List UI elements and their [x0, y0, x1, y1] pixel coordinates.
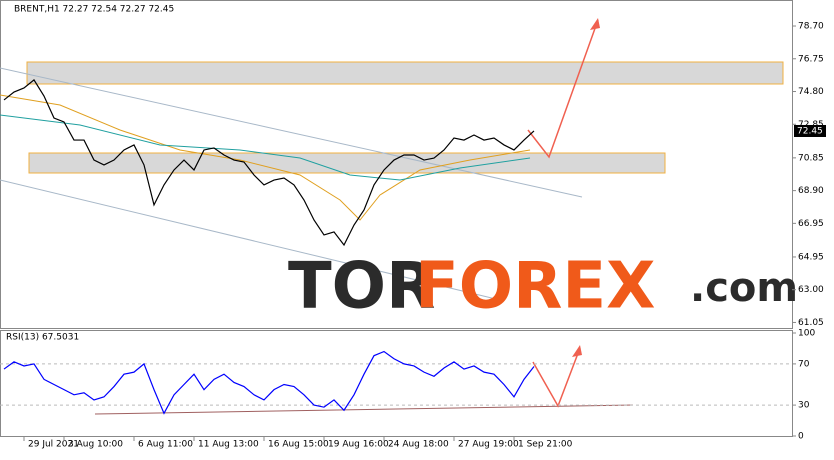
price-line	[3, 350, 535, 415]
y-tick-label: 100	[798, 329, 815, 339]
forecast-arrow	[527, 19, 599, 159]
y-tick-label: 74.80	[798, 87, 824, 97]
y-tick-label: 63.00	[798, 285, 824, 295]
price-line	[3, 79, 535, 247]
chart-header: BRENT,H1 72.27 72.54 72.27 72.45	[14, 5, 174, 15]
x-tick-label: 6 Aug 11:00	[138, 440, 193, 450]
y-tick-label: 72.85	[798, 120, 824, 130]
moving-average	[0, 94, 531, 221]
x-tick-label: 1 Sep 21:00	[518, 440, 573, 450]
rsi-header: RSI(13) 67.5031	[6, 333, 79, 343]
arrow-head	[590, 18, 600, 30]
y-tick-label: 61.05	[798, 318, 824, 328]
arrow-head	[572, 345, 582, 357]
y-tick-label: 66.95	[798, 219, 824, 229]
watermark-text: .com	[690, 265, 798, 311]
y-tick-label: 76.75	[798, 54, 824, 64]
y-tick-label: 78.70	[798, 22, 824, 32]
y-tick-label: 0	[798, 432, 804, 442]
current-price-box	[794, 124, 826, 137]
x-tick-label: 29 Jul 2021	[28, 440, 79, 450]
x-tick-label: 3 Aug 10:00	[68, 440, 123, 450]
rsi-support	[94, 404, 634, 415]
channel-line	[0, 67, 583, 198]
rsi-arrow	[532, 347, 581, 408]
resistance-zone	[26, 61, 784, 85]
y-tick-label: 64.95	[798, 252, 824, 262]
x-tick-label: 11 Aug 13:00	[198, 440, 259, 450]
y-tick-label: 70.85	[798, 153, 824, 163]
watermark-text: FOREX	[415, 250, 655, 324]
support-zone	[28, 152, 666, 174]
moving-average	[0, 114, 531, 181]
rsi-pane	[0, 330, 793, 437]
x-tick-label: 24 Aug 18:00	[388, 440, 449, 450]
y-tick-label: 30	[798, 401, 810, 411]
x-tick-label: 27 Aug 19:00	[458, 440, 519, 450]
y-tick-label: 68.90	[798, 186, 824, 196]
x-tick-label: 16 Aug 15:00	[268, 440, 329, 450]
y-tick-label: 70	[798, 359, 810, 369]
channel-line	[0, 179, 501, 301]
current-price-label: 72.45	[797, 126, 823, 136]
x-tick-label: 19 Aug 16:00	[328, 440, 389, 450]
price-pane	[0, 0, 793, 329]
watermark-text: TOR	[288, 250, 435, 324]
